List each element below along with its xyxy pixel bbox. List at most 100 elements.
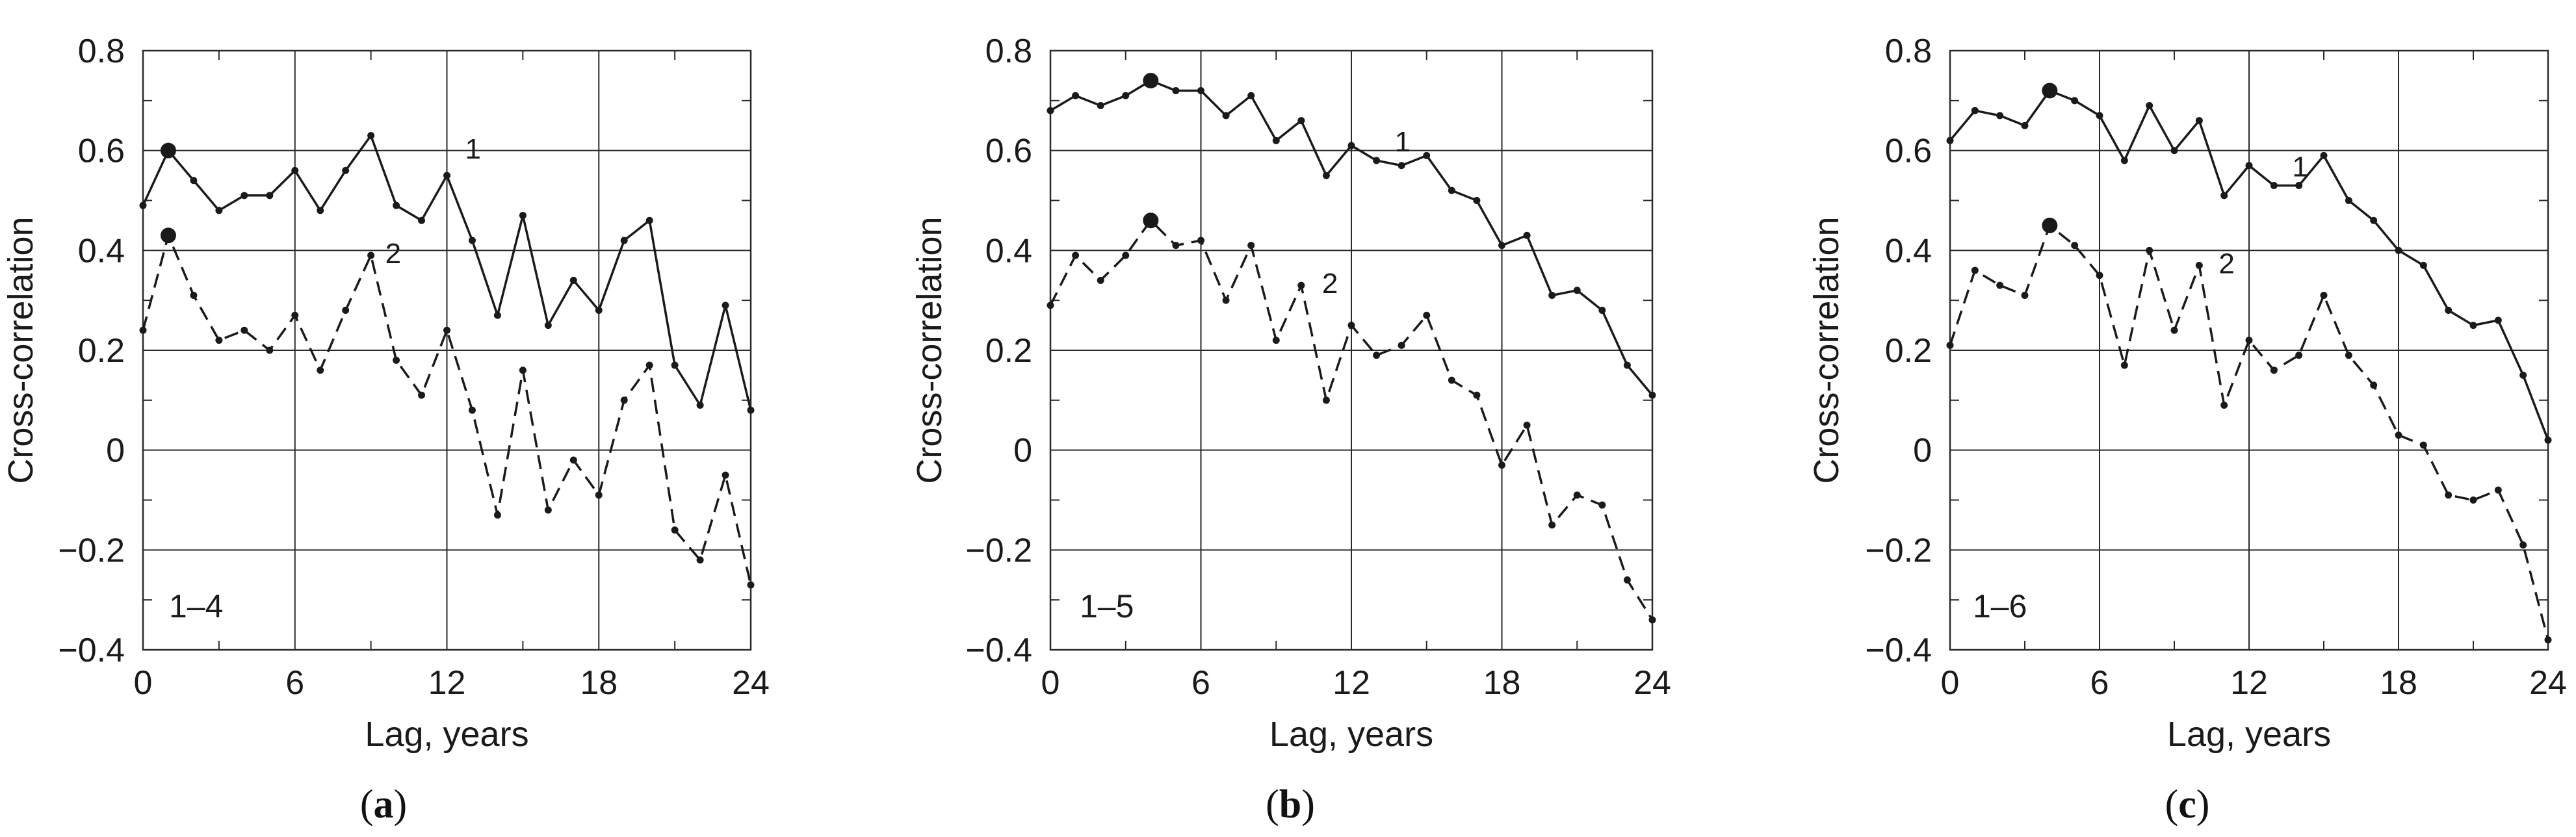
series-point <box>1297 281 1305 289</box>
series-point <box>1473 391 1481 399</box>
series-point <box>2195 261 2203 269</box>
caption-open: ( <box>2165 782 2179 827</box>
series-point <box>2469 322 2477 329</box>
series-point <box>2395 431 2402 439</box>
series-point <box>1172 242 1180 250</box>
series-point <box>519 367 527 374</box>
x-tick-label: 12 <box>1333 664 1370 702</box>
series-point <box>1548 291 1556 299</box>
series-point <box>291 311 299 319</box>
series-point <box>1347 322 1355 329</box>
series-point <box>367 251 375 259</box>
series-point <box>1996 281 2004 289</box>
series-label-1: 1 <box>1395 126 1411 158</box>
series-point <box>1072 92 1080 99</box>
series-point <box>1573 491 1581 499</box>
series-point <box>2395 246 2402 254</box>
series-point <box>1398 341 1405 349</box>
series-point <box>266 192 274 200</box>
caption-open: ( <box>1266 782 1279 827</box>
series-point <box>2345 197 2352 204</box>
series-point <box>747 406 755 414</box>
series-point <box>645 361 653 369</box>
caption-open: ( <box>360 782 374 827</box>
panel-caption: (b) <box>1266 782 1315 827</box>
caption-letter: c <box>2178 782 2196 827</box>
y-tick-label: 0 <box>106 432 125 470</box>
series-point <box>443 326 450 334</box>
series-point <box>1047 302 1054 309</box>
series-max-point <box>160 227 176 244</box>
series-point <box>367 132 375 140</box>
y-tick-label: 0.8 <box>985 32 1032 70</box>
y-tick-label: −0.4 <box>965 632 1032 669</box>
series-point <box>1122 251 1130 259</box>
series-point <box>393 201 400 209</box>
y-tick-label: 0 <box>1013 432 1032 470</box>
series-point <box>2096 272 2103 279</box>
x-tick-label: 12 <box>428 664 466 702</box>
series-point <box>2195 117 2203 125</box>
series-point <box>696 402 704 409</box>
series-point <box>2469 496 2477 504</box>
y-tick-label: 0.4 <box>985 232 1032 270</box>
series-point <box>2370 381 2378 389</box>
series-point <box>671 361 679 369</box>
x-tick-label: 24 <box>2529 664 2567 702</box>
series-point <box>190 177 198 185</box>
series-point <box>1946 341 1954 349</box>
series-point <box>2320 151 2328 159</box>
series-point <box>139 201 147 209</box>
series-point <box>468 406 476 414</box>
series-point <box>1322 172 1330 179</box>
y-tick-label: 0.6 <box>985 133 1032 170</box>
y-tick-label: −0.2 <box>1865 532 1932 569</box>
series-point <box>2295 352 2303 359</box>
series-point <box>2445 307 2452 315</box>
caption-close: ) <box>394 782 408 827</box>
series-point <box>2494 316 2502 324</box>
series-point <box>1573 287 1581 294</box>
series-point <box>215 337 223 344</box>
series-point <box>722 302 729 309</box>
x-tick-label: 0 <box>1941 664 1960 702</box>
series-point <box>1648 391 1656 399</box>
series-point <box>493 511 501 519</box>
series-point <box>1322 396 1330 404</box>
series-point <box>1222 296 1230 304</box>
series-point <box>266 346 274 354</box>
series-point <box>2445 491 2452 499</box>
series-point <box>1523 421 1531 429</box>
series-max-point <box>2042 217 2058 233</box>
y-tick-label: −0.4 <box>58 632 125 669</box>
y-tick-label: −0.2 <box>58 532 125 569</box>
series-point <box>1598 307 1606 315</box>
series-point <box>2220 402 2228 409</box>
x-tick-label: 24 <box>732 664 770 702</box>
series-point <box>317 207 324 214</box>
series-point <box>2295 181 2303 189</box>
series-point <box>418 216 426 224</box>
y-tick-label: 0.8 <box>1885 32 1932 70</box>
series-point <box>1297 117 1305 125</box>
x-tick-label: 6 <box>2090 664 2109 702</box>
series-point <box>1373 352 1381 359</box>
series-point <box>215 207 223 214</box>
series-point <box>1423 151 1431 159</box>
series-point <box>2170 326 2178 334</box>
series-point <box>569 456 577 464</box>
panel-caption: (a) <box>360 782 407 827</box>
series-point <box>493 311 501 319</box>
y-tick-label: 0.6 <box>78 133 125 170</box>
series-point <box>468 237 476 244</box>
series-point <box>696 556 704 564</box>
x-tick-label: 12 <box>2230 664 2268 702</box>
series-point <box>1648 616 1656 624</box>
series-point <box>620 396 628 404</box>
series-point <box>519 212 527 220</box>
x-tick-label: 0 <box>134 664 153 702</box>
caption-letter: a <box>374 782 394 827</box>
